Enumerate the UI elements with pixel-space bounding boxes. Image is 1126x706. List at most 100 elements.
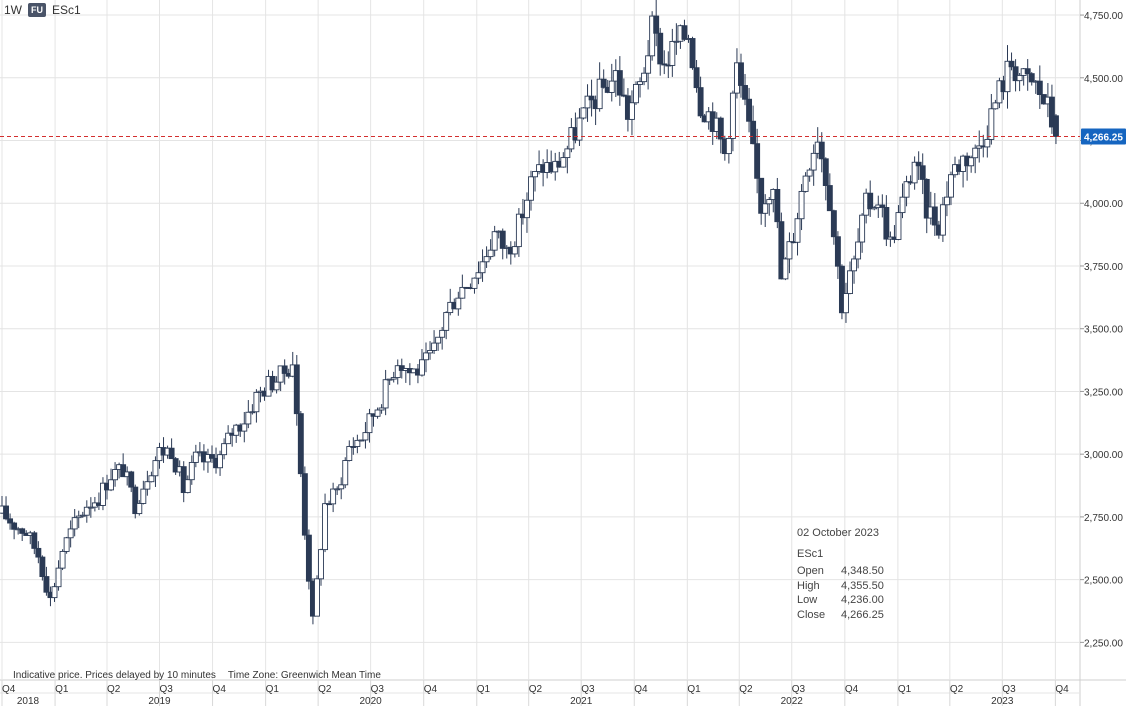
tooltip-symbol: ESc1: [797, 547, 824, 560]
candle: [390, 377, 397, 380]
candle: [673, 40, 680, 43]
futures-badge: FU: [28, 3, 46, 17]
candle: [661, 63, 668, 66]
candle: [1028, 73, 1035, 83]
candle: [350, 446, 357, 448]
price-tick-label: 2,750.00: [1084, 513, 1123, 524]
candle: [443, 312, 450, 331]
candle: [919, 165, 926, 180]
ohlc-tooltip: 02 October 2023 ESc1 Open 4,348.50 High 4,…: [797, 526, 884, 622]
candle: [939, 204, 946, 236]
candle: [600, 78, 607, 88]
quarter-tick-label: Q3: [371, 684, 385, 695]
candle: [217, 454, 224, 469]
quarter-tick-label: Q4: [2, 684, 16, 695]
candle: [689, 38, 696, 69]
candle: [71, 517, 78, 530]
candle: [843, 293, 849, 314]
candle: [342, 460, 349, 486]
candle: [51, 586, 58, 599]
candle-current-week: [1053, 115, 1059, 137]
candle: [681, 25, 688, 40]
candle: [108, 479, 114, 491]
candle: [378, 407, 385, 411]
price-tick-label: 3,000.00: [1084, 450, 1123, 461]
candle: [245, 411, 252, 425]
candle: [943, 196, 950, 206]
tooltip-date: 02 October 2023: [797, 527, 879, 539]
candle: [221, 443, 228, 456]
year-tick-label: 2021: [570, 696, 593, 706]
candle: [782, 258, 789, 280]
candle: [899, 196, 906, 214]
interval-label[interactable]: 1W: [4, 3, 22, 17]
quarter-tick-label: Q3: [1002, 684, 1016, 695]
price-tick-label: 4,750.00: [1084, 11, 1123, 22]
candle: [847, 270, 853, 294]
candle: [209, 454, 215, 459]
year-tick-label: 2022: [781, 696, 804, 706]
price-tick-label: 2,250.00: [1084, 638, 1123, 649]
candle: [273, 381, 280, 391]
candle: [1012, 66, 1019, 82]
candle: [277, 365, 284, 383]
candle: [895, 212, 902, 240]
candle: [314, 578, 320, 617]
candle: [281, 365, 288, 374]
tooltip-row-open: Open 4,348.50: [797, 564, 884, 579]
candle: [915, 161, 922, 167]
candle: [7, 518, 14, 524]
candle: [479, 261, 486, 274]
candle: [1016, 74, 1023, 82]
quarter-tick-label: Q1: [266, 684, 280, 695]
candle: [588, 95, 595, 101]
candle: [616, 70, 623, 96]
quarter-tick-label: Q2: [950, 684, 964, 695]
candle: [358, 439, 365, 442]
candle: [802, 175, 809, 192]
quarter-tick-label: Q4: [1055, 684, 1069, 695]
candle: [330, 488, 337, 505]
candle: [867, 192, 874, 210]
tooltip-row-low: Low 4,236.00: [797, 593, 884, 608]
quarter-tick-label: Q2: [318, 684, 332, 695]
candle: [475, 272, 482, 279]
tooltip-value: 4,266.25: [841, 608, 884, 621]
candle: [511, 246, 518, 255]
candle: [834, 236, 841, 267]
year-tick-label: 2019: [148, 696, 171, 706]
candle: [168, 447, 175, 460]
candle: [822, 158, 829, 186]
candle: [188, 461, 195, 481]
candle: [362, 432, 369, 441]
candle: [798, 190, 805, 220]
candle: [855, 241, 862, 260]
candle: [297, 413, 304, 475]
candle: [637, 81, 643, 85]
candle: [669, 41, 676, 66]
candle: [491, 231, 498, 251]
symbol-label[interactable]: ESc1: [52, 3, 81, 17]
year-tick-label: 2023: [991, 696, 1014, 706]
candle: [435, 336, 442, 344]
candle: [1048, 96, 1055, 128]
candle: [653, 15, 660, 34]
tooltip-label: High: [797, 579, 820, 592]
candle: [301, 473, 308, 536]
candle: [318, 549, 324, 580]
timezone-notice: Time Zone: Greenwich Mean Time: [227, 670, 381, 681]
quarter-tick-label: Q1: [898, 684, 912, 695]
candle: [427, 350, 433, 354]
candle: [754, 143, 761, 179]
candle: [43, 576, 50, 593]
candle: [184, 479, 191, 494]
candle: [1004, 60, 1011, 93]
candle: [439, 329, 446, 338]
candle: [830, 210, 837, 238]
candle: [859, 214, 866, 243]
candle: [459, 286, 466, 299]
candle: [992, 102, 999, 110]
candle: [419, 359, 425, 376]
